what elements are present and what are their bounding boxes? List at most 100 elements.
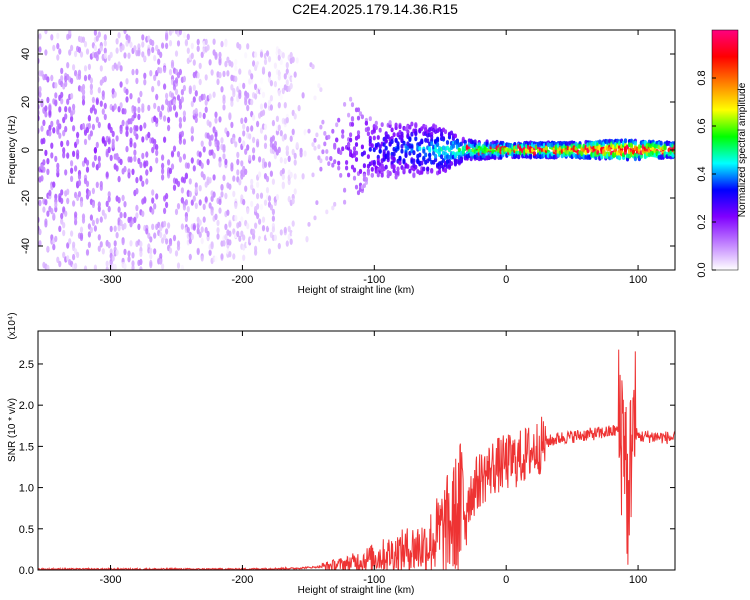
spectrogram-point [89,77,93,84]
x-tick-label: -100 [363,274,385,286]
spectrogram-point [347,172,351,178]
spectrogram-point [228,239,232,246]
spectrogram-point [131,252,135,259]
spectrogram-point [123,263,127,270]
spectrogram-point [212,152,216,159]
spectrogram-point [204,38,208,46]
spectrogram-point [52,243,56,251]
spectrogram-point [117,106,121,113]
spectrogram-point [392,132,396,138]
spectrogram-point [210,243,214,250]
spectrogram-point [222,146,226,153]
spectrogram-point [125,88,129,96]
spectrogram-point [174,77,179,84]
spectrogram-point [145,169,149,176]
spectrogram-point [141,136,145,143]
spectrogram-point [129,240,133,247]
spectrogram-point [252,114,256,121]
spectrogram-point [457,147,461,153]
spectrogram-point [121,44,125,51]
spectrogram-point [182,75,186,83]
spectrogram-point [113,263,117,270]
spectrogram-point [157,105,161,113]
spectrogram-point [283,226,287,234]
spectrogram-point [170,92,175,99]
spectrogram-point [313,95,317,101]
spectrogram-point [176,240,181,247]
spectrogram-point [414,131,418,137]
spectrogram-point [139,90,143,98]
spectrogram-point [137,223,141,230]
spectrogram-point [155,93,159,101]
spectrogram-point [244,99,248,106]
spectrogram-point [178,122,182,129]
spectrogram-point [263,199,268,206]
snr-y-multiplier: (x10⁴) [7,312,18,339]
spectrogram-point [58,123,62,130]
spectrogram-point [91,201,95,209]
spectrogram-point [232,137,236,144]
spectrogram-point [70,160,74,167]
spectrogram-point [214,255,218,262]
spectrogram-point [56,162,60,170]
spectrogram-point [319,87,323,92]
spectrogram-point [406,129,410,135]
spectrogram-point [319,124,323,130]
spectrogram-point [333,144,337,150]
spectrogram-point [663,145,667,151]
spectrogram-point [196,72,200,79]
spectrogram-point [192,195,196,202]
spectrogram-point [259,203,264,211]
spectrogram-point [625,156,630,162]
spectrogram-point [222,174,226,181]
spectrogram-point [176,180,181,188]
spectrogram-point [186,47,190,54]
spectrogram-point [163,233,167,241]
spectrogram-point [234,214,238,222]
spectrogram-point [168,40,173,47]
y-tick-label: 1.0 [19,483,34,495]
spectrogram-point [250,98,254,106]
spectrogram-point [265,50,270,57]
spectrogram-point [74,211,78,218]
colorbar-frame [711,29,739,271]
spectrogram-point [252,147,256,154]
spectrogram-point [159,110,163,118]
spectrogram-point [252,60,256,67]
spectrogram-point [151,197,155,204]
spectrogram-point [244,185,248,192]
spectrogram-point [250,183,254,190]
spectrogram-point [408,137,412,143]
spectrogram-point [72,103,76,111]
spectrogram-point [234,141,238,148]
spectrogram-point [46,76,50,83]
spectrogram-point [218,207,222,214]
spectrogram-point [145,228,149,235]
y-tick-label: 2.5 [19,359,34,371]
spectrogram-point [123,30,127,35]
spectrogram-point [139,266,143,270]
spectrogram-point [289,135,293,142]
spectrogram-point [121,194,125,202]
spectrogram-point [256,212,260,220]
spectrogram-point [66,188,70,195]
spectrogram-point [151,39,155,47]
spectrogram-point [168,247,173,254]
spectrogram-point [224,158,228,165]
spectrogram-point [216,140,220,147]
spectrogram-point [48,109,52,116]
spectrogram-point [343,187,347,193]
spectrogram-point [477,142,481,148]
spectrogram-point [131,168,135,175]
spectrogram-point [135,176,139,184]
spectrogram-point [97,155,101,163]
spectrogram-point [236,151,240,159]
spectrogram-point [202,173,206,181]
spectrogram-point [248,133,252,140]
spectrogram-point [165,42,169,50]
spectrogram-point [46,158,50,165]
spectrogram-point [366,170,370,176]
spectrogram-point [198,62,202,70]
x-tick-label: 100 [629,274,647,286]
spectrogram-point [103,40,107,47]
